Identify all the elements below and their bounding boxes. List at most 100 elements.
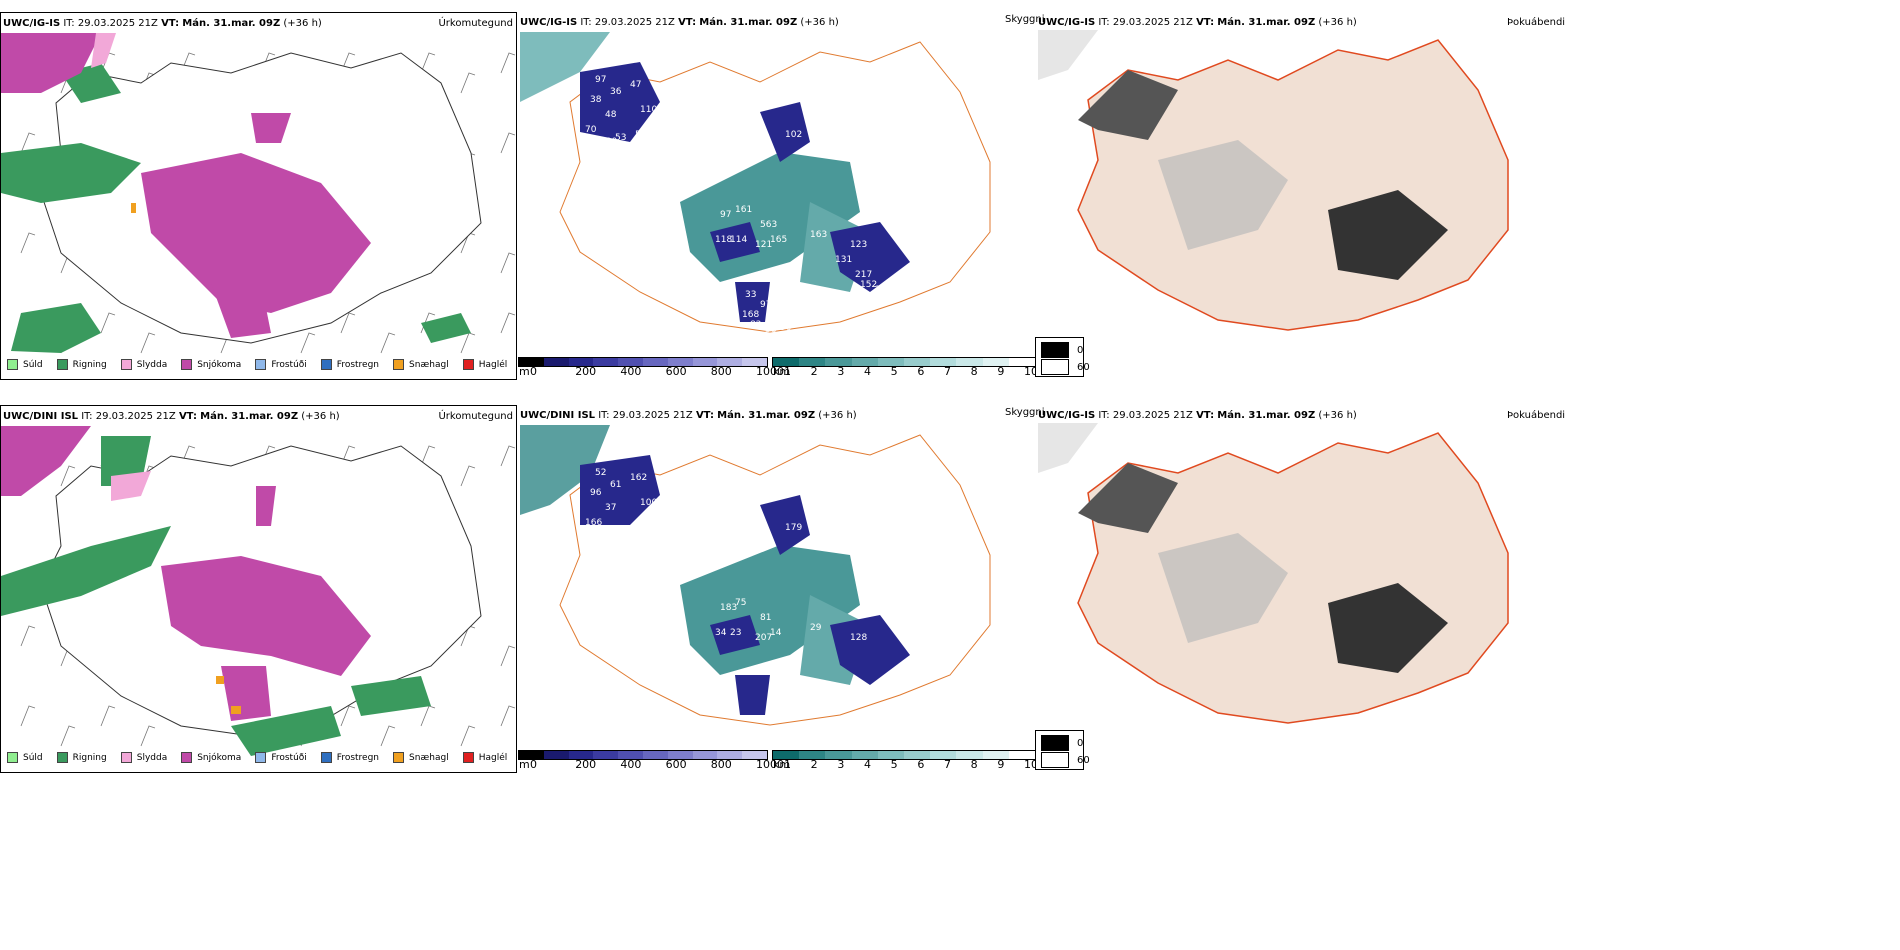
legend-item: Haglél [462,359,507,370]
cloud-base-value: 114 [730,235,747,245]
cloud-base-value: 38 [870,300,882,310]
cloud-base-value: 128 [595,583,612,593]
cloud-base-value: 102 [785,130,802,140]
cloud-base-value: 96 [590,488,602,498]
cloud-base-value: 202 [600,530,617,540]
sleet-areas [111,471,151,501]
colorbar-segment [982,358,1009,366]
cloud-base-value: 37 [605,503,616,513]
colorbar-unit: m [519,365,530,378]
cloud-base-value: 207 [755,633,772,643]
cloud-base-value: 128 [850,633,867,643]
legend-label: Frostúði [271,752,307,763]
cloud-base-value: 152 [860,280,877,290]
colorbar-tick-label: 10 [1024,758,1038,771]
legend-swatch [1041,359,1069,375]
panel-header: UWC/IG-IS IT: 29.03.2025 21Z VT: Mán. 31… [520,17,839,28]
colorbar-segment [982,751,1009,759]
cloud-base-ticks: m 0 200 400 600 800 1000 [518,365,784,379]
precip-panel-top: UWC/IG-IS IT: 29.03.2025 21Z VT: Mán. 31… [0,12,517,380]
colorbar-segment [773,751,800,759]
legend-label: Haglél [478,752,508,763]
panel-header: UWC/DINI ISL IT: 29.03.2025 21Z VT: Mán.… [520,410,857,421]
colorbar-tick-label: 800 [710,758,732,771]
colorbar-tick-label: 4 [864,365,871,378]
cloud-base-value: 100 [640,498,657,508]
colorbar-segment [618,751,643,759]
cloud-base-value: 52 [595,468,606,478]
colorbar-segment [667,358,693,366]
cloud-base-value: 97 [720,210,731,220]
colorbar-unit: km [773,365,791,378]
panel-header: UWC/IG-IS IT: 29.03.2025 21Z VT: Mán. 31… [1038,17,1357,28]
legend-item: Slydda [120,359,167,370]
colorbar-segment [825,751,852,759]
legend-item: Snæhagl [393,752,449,763]
legend-swatch [56,752,68,763]
cloud-base-value: 179 [785,523,802,533]
colorbar-segment [903,751,931,759]
colorbar-segment [568,358,594,366]
legend-item: Snæhagl [393,359,449,370]
field-label: Þokuábendi [1507,410,1566,421]
cloud-base-value: 148 [635,523,652,533]
colorbar-segment [717,358,743,366]
panel-header: UWC/IG-IS IT: 29.03.2025 21Z VT: Mán. 31… [3,18,322,29]
cloud-base-value: 97 [760,300,771,310]
snow-pellet-areas [216,676,241,714]
colorbar-tick-label: 3 [837,365,845,378]
colorbar-segment [1008,751,1035,759]
field-label: Úrkomutegund [438,18,513,29]
cloud-base-value: 75 [650,120,661,130]
legend-item: Rigning [56,359,107,370]
legend-label: Frostregn [336,752,380,763]
colorbar-segment [642,358,668,366]
snow-areas [1,33,371,338]
precip-type-map [1,33,516,354]
cloud-base-value: 118 [715,235,732,245]
legend-swatch [255,752,267,763]
legend-item: Slydda [120,752,167,763]
snow-pellet-areas [131,203,136,213]
legend-swatch [462,359,474,370]
colorbar-tick-label: 600 [665,365,687,378]
colorbar-segment [692,358,718,366]
cloud-base-value: 123 [850,240,867,250]
fog-index-map-top [1038,30,1509,331]
cloud-base-value: 161 [735,205,752,215]
cloud-base-value: 100 [600,137,617,147]
cloud-base-ticks: m 0 200 400 600 800 1000 [518,758,784,772]
cloud-base-value: 36 [610,87,622,97]
legend-item: Frostúði [255,359,307,370]
cloud-base-value: 48 [605,110,617,120]
visibility-colorbar [772,357,1036,367]
colorbar-tick-label: 6 [917,758,925,771]
cloud-base-value: 29 [810,623,822,633]
colorbar-tick-label: 7 [944,758,951,771]
legend-item: Frostúði [255,752,307,763]
colorbar-tick-label: 1000 [756,758,784,771]
legend-swatch [462,752,474,763]
colorbar-tick-label: 0 [530,758,537,771]
fog-index-map-bottom [1038,423,1509,724]
legend-swatch [1041,752,1069,768]
sleet-areas [91,33,116,68]
colorbar-tick-label: 9 [997,365,1005,378]
colorbar-tick-label: 7 [944,365,951,378]
legend-item: Frostregn [320,752,380,763]
precip-type-legend: Súld Rigning Slydda Snjókoma Frostúði Frostre… [7,359,521,370]
colorbar-tick-label: 4 [864,758,871,771]
legend-label: Snæhagl [409,752,449,763]
colorbar-segment [692,751,718,759]
field-label: Þokuábendi [1507,17,1566,28]
colorbar-segment [799,751,826,759]
cloud-base-value: 563 [760,220,777,230]
colorbar-segment [717,751,743,759]
colorbar-tick-label: 5 [890,758,898,771]
panel-header: UWC/DINI ISL IT: 29.03.2025 21Z VT: Mán.… [3,411,340,422]
colorbar-tick-label: 6 [917,365,925,378]
visibility-colorbar [772,750,1036,760]
